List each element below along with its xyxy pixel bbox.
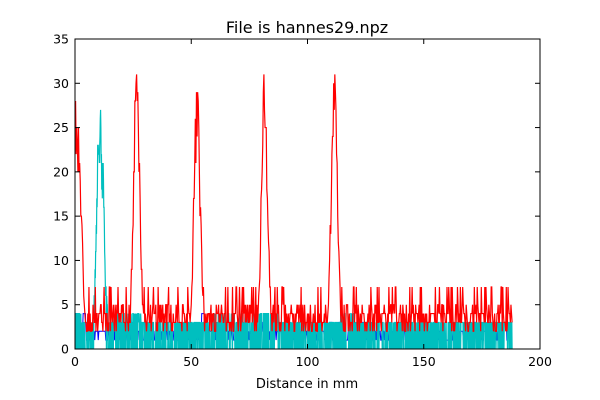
x-axis-label: Distance in mm — [256, 377, 358, 392]
chart-title: File is hannes29.npz — [226, 18, 388, 37]
y-tick-label: 20 — [53, 164, 69, 179]
y-tick-label: 15 — [53, 209, 69, 224]
y-tick-label: 5 — [61, 297, 69, 312]
plot-area — [75, 74, 513, 349]
y-tick-label: 35 — [53, 32, 69, 47]
x-tick-label: 200 — [528, 354, 552, 369]
series-red-line — [75, 74, 513, 332]
x-tick-label: 150 — [412, 354, 436, 369]
y-tick-label: 25 — [53, 120, 69, 135]
x-axis: 0 50 100 150 200 — [71, 39, 552, 369]
y-tick-label: 30 — [53, 76, 69, 91]
y-axis: 0 5 10 15 20 25 30 35 — [53, 32, 540, 357]
y-tick-label: 0 — [61, 342, 69, 357]
x-tick-label: 100 — [296, 354, 320, 369]
x-tick-label: 0 — [71, 354, 79, 369]
x-tick-label: 50 — [183, 354, 199, 369]
y-tick-label: 10 — [53, 253, 69, 268]
